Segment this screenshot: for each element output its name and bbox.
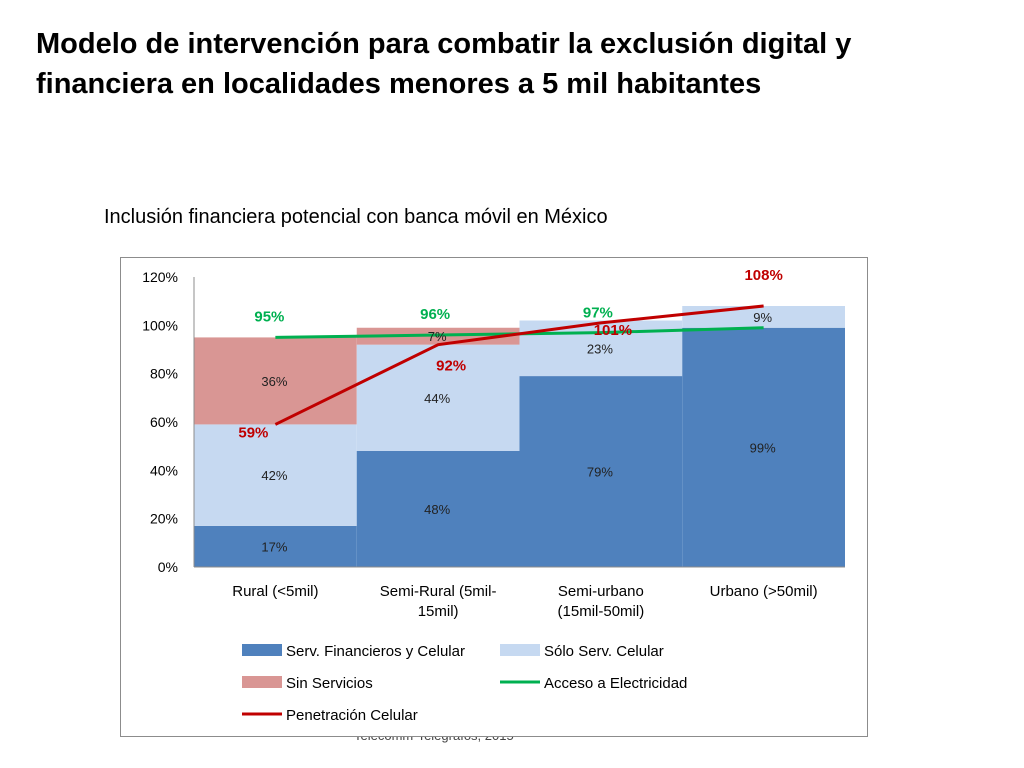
legend-label: Sin Servicios [286,675,373,692]
y-tick-label: 120% [142,269,178,285]
legend-label: Serv. Financieros y Celular [286,643,465,660]
data-label: 42% [261,468,287,483]
bar-segment [194,337,357,425]
bar-segment [519,376,683,567]
stacked-bar-chart: 0% 20% 40% 60% 80% 100% 120% Rural (<5mil) Semi-… [142,267,845,724]
data-label: 79% [587,465,613,480]
y-tick-label: 0% [158,559,178,575]
legend-label: Penetración Celular [286,707,418,724]
data-label: 36% [261,374,287,389]
legend-label: Acceso a Electricidad [544,675,687,692]
x-tick-label: Rural (<5mil) [232,583,318,600]
data-label: 99% [750,440,776,455]
data-label: 48% [424,502,450,517]
bar-segment [682,327,845,567]
data-label: 7% [428,329,447,344]
bar-segment [356,344,520,451]
line-data-label: 59% [238,424,268,441]
x-tick-label: 15mil) [418,603,459,620]
legend-label: Sólo Serv. Celular [544,643,664,660]
bar-segment [194,525,357,567]
chart-heading: Inclusión financiera potencial con banca… [104,206,608,228]
data-label: 9% [753,310,772,325]
y-tick-label: 40% [150,462,178,478]
line-data-label: 108% [744,267,782,284]
bar-segment [194,424,357,526]
line-data-label: 97% [583,305,613,322]
line-data-label: 96% [420,306,450,323]
y-tick-label: 100% [142,317,178,333]
slide-title: Modelo de intervención para combatir la … [36,28,852,100]
bar-segment [356,451,520,567]
data-label: 23% [587,341,613,356]
line-data-label: 95% [254,308,284,325]
legend-swatch [500,644,540,656]
series-line [274,304,764,426]
data-label: 17% [261,539,287,554]
y-tick-label: 20% [150,511,178,527]
legend-swatch [242,644,282,656]
y-tick-label: 60% [150,414,178,430]
x-tick-label: (15mil-50mil) [558,603,645,620]
y-tick-label: 80% [150,366,178,382]
chart-frame: 0% 20% 40% 60% 80% 100% 120% Rural (<5mil) Semi-… [120,257,868,737]
line-data-label: 101% [594,322,632,339]
x-tick-label: Semi-urbano [558,583,644,600]
legend-swatch [242,676,282,688]
x-tick-label: Semi-Rural (5mil- [380,583,497,600]
line-data-label: 92% [436,358,466,375]
x-tick-label: Urbano (>50mil) [710,583,818,600]
data-label: 44% [424,391,450,406]
